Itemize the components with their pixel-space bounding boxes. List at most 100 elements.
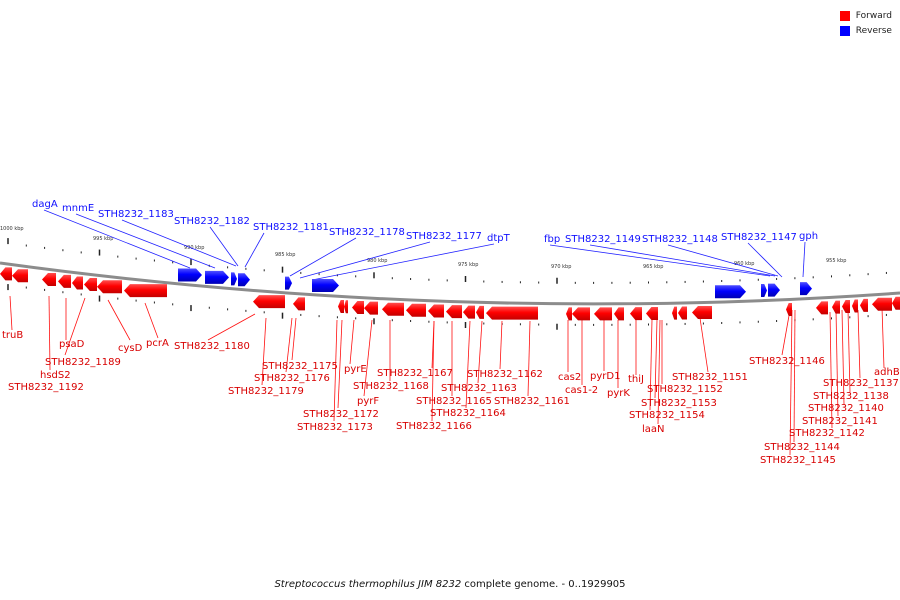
gene-arrow-forward [476,305,484,319]
gene-label-sth8232-1166[interactable]: STH8232_1166 [396,421,472,432]
gene-arrow-forward [124,284,167,298]
connector-line [261,317,267,386]
gene-label-sth8232-1152[interactable]: STH8232_1152 [647,384,723,395]
gene-arrow-forward [646,306,658,320]
connector-line [649,319,653,411]
gene-label-pyrE[interactable]: pyrE [344,364,367,375]
gene-arrow-forward [614,307,624,321]
gene-label-sth8232-1151[interactable]: STH8232_1151 [672,372,748,383]
connector-line [549,244,771,277]
connector-line [793,309,796,443]
gene-label-sth8232-1148[interactable]: STH8232_1148 [642,234,718,245]
gene-label-dagA[interactable]: dagA [32,199,58,210]
gene-arrow-forward [572,307,590,321]
gene-label-sth8232-1137[interactable]: STH8232_1137 [823,378,899,389]
legend-label-forward: Forward [855,10,892,21]
gene-label-sth8232-1182[interactable]: STH8232_1182 [174,216,250,227]
gene-label-sth8232-1161[interactable]: STH8232_1161 [494,396,570,407]
gene-label-cas2[interactable]: cas2 [558,372,581,383]
gene-label-sth8232-1154[interactable]: STH8232_1154 [629,410,705,421]
gene-label-cysD[interactable]: cysD [118,343,143,354]
connector-line [657,319,661,425]
connector-line [9,295,13,331]
gene-label-laaN[interactable]: laaN [642,424,665,435]
gene-label-pyrD1[interactable]: pyrD1 [590,371,620,382]
gene-label-sth8232-1176[interactable]: STH8232_1176 [254,373,330,384]
connector-line [289,237,357,277]
gene-label-sth8232-1189[interactable]: STH8232_1189 [45,357,121,368]
connector-line [121,219,237,267]
gene-label-sth8232-1164[interactable]: STH8232_1164 [430,408,506,419]
gene-label-sth8232-1192[interactable]: STH8232_1192 [8,382,84,393]
gene-label-psaD[interactable]: psaD [59,339,85,350]
connector-line [841,309,845,405]
gene-label-pyrF[interactable]: pyrF [357,396,379,407]
gene-label-sth8232-1175[interactable]: STH8232_1175 [262,361,338,372]
connector-line [144,302,159,339]
gene-label-adhB[interactable]: adhB [874,367,900,378]
connector-line [465,320,471,409]
gene-label-sth8232-1145[interactable]: STH8232_1145 [760,455,836,466]
gene-label-sth8232-1162[interactable]: STH8232_1162 [467,369,543,380]
forward-label-connectors [9,295,885,456]
gene-arrow-forward [852,299,858,313]
gene-label-pcrA[interactable]: pcrA [146,338,169,349]
gene-label-sth8232-1183[interactable]: STH8232_1183 [98,209,174,220]
gene-label-hsdS2[interactable]: hsdS2 [40,370,71,381]
gene-label-sth8232-1140[interactable]: STH8232_1140 [808,403,884,414]
gene-label-thiJ[interactable]: thiJ [628,374,644,385]
gene-arrow-forward [566,307,572,321]
gene-label-sth8232-1178[interactable]: STH8232_1178 [329,227,405,238]
gene-label-sth8232-1180[interactable]: STH8232_1180 [174,341,250,352]
connector-line [431,320,435,422]
gene-label-sth8232-1141[interactable]: STH8232_1141 [802,416,878,427]
connector-line [299,241,431,279]
gene-arrow-reverse [761,284,767,298]
gene-label-sth8232-1138[interactable]: STH8232_1138 [813,391,889,402]
connector-line [311,243,495,281]
gene-arrow-reverse [178,268,202,282]
gene-label-sth8232-1167[interactable]: STH8232_1167 [377,368,453,379]
gene-label-mnmE[interactable]: mnmE [62,203,94,214]
connector-line [847,309,851,393]
connector-line [667,244,779,277]
legend-item-reverse: Reverse [839,23,892,38]
gene-label-sth8232-1147[interactable]: STH8232_1147 [721,232,797,243]
gene-label-sth8232-1177[interactable]: STH8232_1177 [406,231,482,242]
gene-label-sth8232-1153[interactable]: STH8232_1153 [641,398,717,409]
gene-label-sth8232-1142[interactable]: STH8232_1142 [789,428,865,439]
axis-tick-label: 970 kbp [551,264,571,270]
gene-label-sth8232-1173[interactable]: STH8232_1173 [297,422,373,433]
axis-tick-label: 960 kbp [734,261,754,267]
gene-label-sth8232-1146[interactable]: STH8232_1146 [749,356,825,367]
gene-arrow-forward [253,295,285,309]
gene-label-sth8232-1149[interactable]: STH8232_1149 [565,234,641,245]
caption-organism: Streptococcus thermophilus JIM 8232 [274,579,462,590]
gene-label-sth8232-1181[interactable]: STH8232_1181 [253,222,329,233]
axis-tick-label: 1000 kbp [0,226,24,232]
tick-marks-lower [7,284,887,330]
gene-label-sth8232-1168[interactable]: STH8232_1168 [353,381,429,392]
gene-label-sth8232-1172[interactable]: STH8232_1172 [303,409,379,420]
gene-label-sth8232-1179[interactable]: STH8232_1179 [228,386,304,397]
gene-label-fbp[interactable]: fbp [544,234,560,245]
connector-line [244,232,265,268]
gene-arrow-reverse [800,282,812,296]
connector-line [363,319,373,397]
gene-arrow-forward [364,301,378,315]
gene-label-truB[interactable]: truB [2,330,23,341]
legend-item-forward: Forward [839,8,892,23]
gene-label-cas1-2[interactable]: cas1-2 [565,385,598,396]
connector-line [477,320,483,384]
gene-label-sth8232-1165[interactable]: STH8232_1165 [416,396,492,407]
gene-label-dtpT[interactable]: dtpT [487,233,511,244]
gene-label-sth8232-1144[interactable]: STH8232_1144 [764,442,840,453]
gene-arrow-forward [463,305,475,319]
gene-label-sth8232-1163[interactable]: STH8232_1163 [441,383,517,394]
gene-label-pyrK[interactable]: pyrK [607,388,630,399]
reverse-label-connectors [43,209,806,281]
connector-line [43,209,191,269]
connector-line [107,299,131,341]
gene-label-gph[interactable]: gph [799,231,818,242]
